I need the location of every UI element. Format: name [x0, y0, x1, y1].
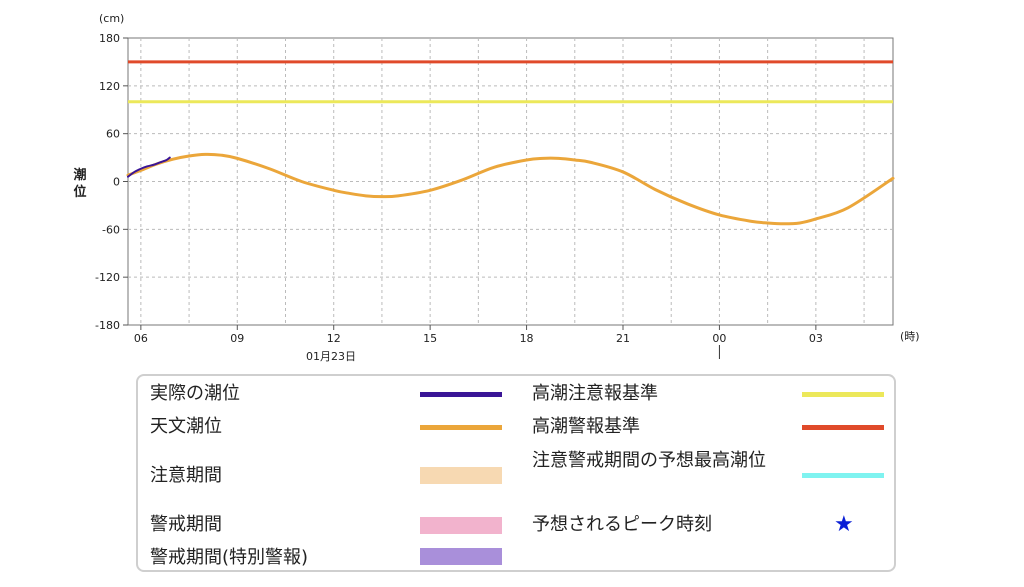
y-tick-label: -60 — [102, 223, 120, 236]
legend-label-predicted-max-tide: 注意警戒期間の予想最高潮位 — [532, 450, 766, 471]
x-tick-label: 21 — [616, 332, 630, 345]
y-tick-label: 120 — [99, 80, 120, 93]
legend-swatch-actual-tide — [420, 392, 502, 397]
legend-swatch-caution-period — [420, 467, 502, 484]
y-tick-label: -180 — [95, 319, 120, 332]
y-tick-label: 0 — [113, 176, 120, 189]
legend-swatch-warning-criterion — [802, 425, 884, 430]
x-tick-label: 15 — [423, 332, 437, 345]
y-tick-label: 60 — [106, 128, 120, 141]
legend-label-advisory-criterion: 高潮注意報基準 — [532, 383, 658, 404]
legend-label-warning-criterion: 高潮警報基準 — [532, 416, 640, 437]
legend-label-astronomical-tide: 天文潮位 — [150, 416, 222, 437]
legend-label-caution-period: 注意期間 — [150, 465, 222, 486]
x-tick-label: 03 — [809, 332, 823, 345]
y-tick-label: -120 — [95, 271, 120, 284]
chart-grid — [127, 37, 894, 326]
series-line — [127, 156, 171, 178]
date-label: 01月23日 — [306, 350, 356, 363]
legend-swatch-advisory-criterion — [802, 392, 884, 397]
legend-label-warning-period: 警戒期間 — [150, 514, 222, 535]
y-tick-label: 180 — [99, 32, 120, 45]
series-lines — [126, 152, 895, 226]
y-axis-label: 位 — [73, 184, 86, 200]
legend-swatch-astronomical-tide — [420, 425, 502, 430]
legend: 実際の潮位 天文潮位 注意期間 警戒期間 警戒期間(特別警報) 高潮注意報基準 … — [136, 374, 896, 572]
x-tick-label: 18 — [520, 332, 534, 345]
y-axis-label: 潮 — [73, 167, 86, 183]
x-tick-label: 06 — [134, 332, 148, 345]
x-tick-label: 00 — [712, 332, 726, 345]
x-tick-label: 09 — [230, 332, 244, 345]
star-icon: ★ — [834, 512, 854, 537]
threshold-lines — [128, 60, 893, 104]
chart-axes: 180 120 60 0 -60 -120 -180 06 09 12 15 18 21 00 03 潮位 — [73, 32, 823, 359]
legend-label-peak-time: 予想されるピーク時刻 — [532, 514, 712, 535]
x-unit-label: (時) — [900, 330, 920, 343]
x-tick-label: 12 — [327, 332, 341, 345]
legend-swatch-special-warning-period — [420, 548, 502, 565]
legend-swatch-warning-period — [420, 517, 502, 534]
legend-label-special-warning-period: 警戒期間(特別警報) — [150, 547, 309, 568]
legend-swatch-predicted-max-tide — [802, 473, 884, 478]
tide-chart: 180 120 60 0 -60 -120 -180 06 09 12 15 18 21 00 03 潮位 (… — [73, 12, 920, 363]
legend-label-actual-tide: 実際の潮位 — [150, 383, 240, 404]
y-unit-label: (cm) — [99, 12, 124, 25]
series-line — [126, 152, 895, 226]
